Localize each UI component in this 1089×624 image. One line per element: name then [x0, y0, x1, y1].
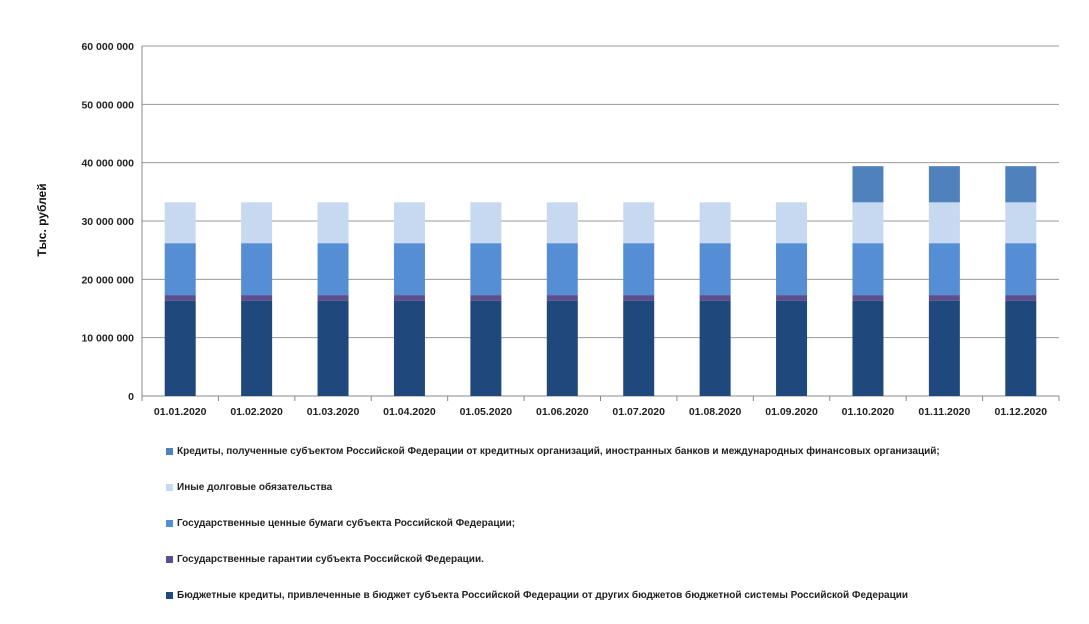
bar-segment-3	[165, 243, 196, 295]
bar-segment-1	[394, 301, 425, 396]
bar-segment-5	[852, 166, 883, 202]
bar-segment-3	[394, 243, 425, 295]
bar-segment-3	[1005, 243, 1036, 295]
legend-swatch	[166, 556, 173, 563]
legend-label: Государственные ценные бумаги субъекта Р…	[177, 518, 515, 529]
x-tick-label: 01.04.2020	[383, 406, 436, 418]
y-tick-label: 20 000 000	[81, 274, 134, 286]
y-axis-label: Тыс. рублей	[35, 183, 49, 256]
bar-segment-1	[852, 301, 883, 396]
bar-segment-4	[470, 202, 501, 243]
bar-segment-3	[470, 243, 501, 295]
bar-segment-2	[318, 295, 349, 301]
y-tick-label: 30 000 000	[81, 216, 134, 228]
x-tick-label: 01.10.2020	[842, 406, 895, 418]
bar-segment-1	[547, 301, 578, 396]
bar-segment-4	[318, 202, 349, 243]
bar-segment-3	[776, 243, 807, 295]
bar-segment-1	[700, 301, 731, 396]
bar-segment-4	[776, 202, 807, 243]
y-tick-label: 50 000 000	[81, 99, 134, 111]
bar-segment-4	[1005, 202, 1036, 243]
legend-label: Бюджетные кредиты, привлеченные в бюджет…	[177, 590, 908, 601]
legend-item: Иные долговые обязательства	[166, 480, 1066, 494]
bar-segment-3	[241, 243, 272, 295]
bar-segment-4	[394, 202, 425, 243]
y-tick-label: 0	[128, 391, 134, 403]
legend-swatch	[166, 484, 173, 491]
bar-segment-4	[547, 202, 578, 243]
x-tick-label: 01.02.2020	[230, 406, 283, 418]
bar-segment-4	[165, 202, 196, 243]
legend-item: Государственные гарантии субъекта Россий…	[166, 552, 1066, 566]
x-tick-label: 01.03.2020	[307, 406, 360, 418]
bar-segment-2	[1005, 295, 1036, 301]
bar-segment-1	[929, 301, 960, 396]
y-tick-label: 40 000 000	[81, 158, 134, 170]
bar-segment-5	[929, 166, 960, 202]
bar-segment-3	[929, 243, 960, 295]
bar-segment-1	[776, 301, 807, 396]
legend: Кредиты, полученные субъектом Российской…	[166, 444, 1066, 624]
legend-label: Иные долговые обязательства	[177, 482, 332, 493]
legend-item: Кредиты, полученные субъектом Российской…	[166, 444, 1066, 458]
bar-segment-3	[318, 243, 349, 295]
x-tick-label: 01.06.2020	[536, 406, 589, 418]
bar-segment-2	[776, 295, 807, 301]
bar-segment-4	[241, 202, 272, 243]
bar-segment-3	[852, 243, 883, 295]
bars	[165, 166, 1037, 396]
bar-segment-4	[852, 202, 883, 243]
bar-segment-1	[318, 301, 349, 396]
legend-swatch	[166, 520, 173, 527]
bar-segment-5	[1005, 166, 1036, 202]
x-tick-label: 01.05.2020	[460, 406, 513, 418]
y-tick-label: 60 000 000	[81, 41, 134, 53]
x-tick-label: 01.01.2020	[154, 406, 207, 418]
bar-segment-2	[623, 295, 654, 301]
bar-segment-3	[547, 243, 578, 295]
bar-segment-2	[165, 295, 196, 301]
x-tick-label: 01.11.2020	[918, 406, 970, 418]
x-tick-label: 01.09.2020	[765, 406, 818, 418]
bar-segment-2	[852, 295, 883, 301]
legend-label: Кредиты, полученные субъектом Российской…	[177, 446, 940, 457]
y-tick-label: 10 000 000	[81, 333, 134, 345]
bar-segment-1	[470, 301, 501, 396]
bar-segment-1	[165, 301, 196, 396]
x-tick-label: 01.12.2020	[995, 406, 1048, 418]
gridlines	[142, 46, 1059, 401]
legend-swatch	[166, 448, 173, 455]
x-tick-label: 01.07.2020	[612, 406, 665, 418]
legend-item: Государственные ценные бумаги субъекта Р…	[166, 516, 1066, 530]
bar-segment-1	[241, 301, 272, 396]
legend-item: Бюджетные кредиты, привлеченные в бюджет…	[166, 588, 1066, 602]
bar-segment-3	[700, 243, 731, 295]
bar-segment-4	[929, 202, 960, 243]
x-axis-ticks: 01.01.2020 01.02.2020 01.03.2020 01.04.2020…	[154, 406, 1047, 418]
bar-segment-2	[929, 295, 960, 301]
bar-segment-2	[700, 295, 731, 301]
bar-segment-4	[700, 202, 731, 243]
bar-segment-4	[623, 202, 654, 243]
legend-swatch	[166, 592, 173, 599]
bar-segment-1	[623, 301, 654, 396]
stacked-bar-chart: 0 10 000 000 20 000 000 30 000 000 40 000 00…	[0, 0, 1089, 440]
x-tick-label: 01.08.2020	[689, 406, 742, 418]
bar-segment-2	[394, 295, 425, 301]
bar-segment-2	[470, 295, 501, 301]
bar-segment-3	[623, 243, 654, 295]
bar-segment-2	[547, 295, 578, 301]
bar-segment-1	[1005, 301, 1036, 396]
y-axis-ticks: 0 10 000 000 20 000 000 30 000 000 40 000 00…	[81, 41, 134, 403]
legend-label: Государственные гарантии субъекта Россий…	[177, 554, 484, 565]
bar-segment-2	[241, 295, 272, 301]
